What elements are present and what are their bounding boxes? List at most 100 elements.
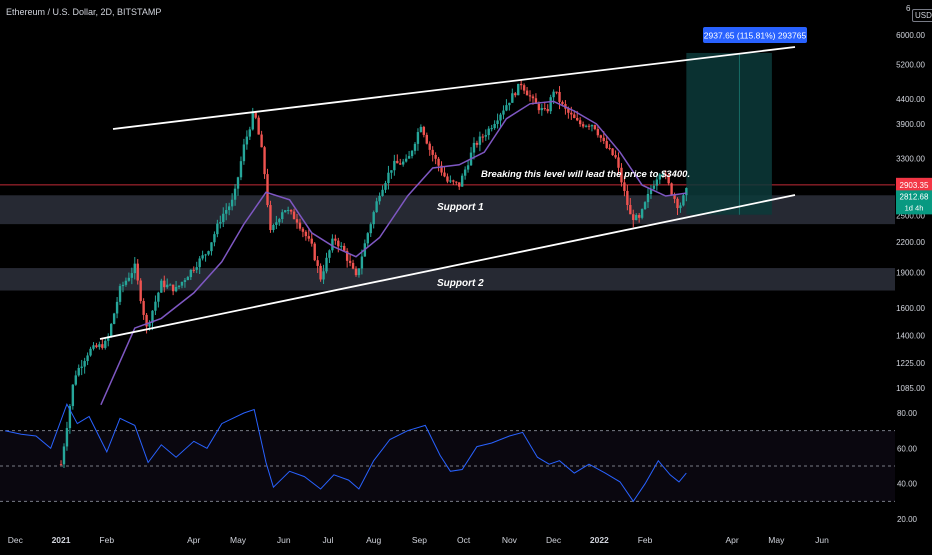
candle	[334, 234, 337, 245]
candle	[216, 219, 219, 238]
target-layer	[686, 52, 772, 215]
candle	[219, 215, 222, 229]
candle	[260, 130, 263, 148]
candle	[313, 242, 316, 262]
candle	[416, 128, 420, 151]
candle	[632, 209, 635, 228]
candle	[345, 248, 349, 268]
candle	[127, 272, 131, 282]
candle	[118, 283, 122, 306]
candle	[422, 125, 426, 138]
candle	[626, 184, 629, 211]
upper-trendline[interactable]	[112, 46, 796, 130]
candle	[198, 256, 201, 275]
candle	[168, 283, 172, 286]
candle	[484, 129, 487, 141]
candle	[204, 253, 207, 262]
candle	[449, 175, 452, 184]
rsi-tick: 60.00	[897, 444, 918, 453]
candle	[652, 180, 656, 191]
resistance-price-label: 2903.35	[900, 181, 929, 190]
candle	[629, 198, 632, 215]
currency-superscript: 6	[906, 4, 911, 13]
time-axis[interactable]	[0, 530, 895, 550]
candle	[611, 148, 614, 156]
time-tick: 2022	[590, 535, 609, 545]
candle	[163, 275, 166, 293]
price-tick: 4400.00	[896, 95, 925, 104]
candle	[112, 312, 116, 325]
rsi-tick: 80.00	[897, 409, 918, 418]
candle	[390, 170, 393, 179]
candle	[590, 124, 594, 132]
time-tick: Dec	[546, 535, 562, 545]
candle	[682, 193, 685, 207]
price-tick: 3300.00	[896, 154, 925, 163]
support2-label: Support 2	[437, 278, 484, 289]
candle	[661, 171, 664, 178]
candle	[210, 242, 213, 256]
rsi-tick: 40.00	[897, 480, 918, 489]
candle	[195, 261, 198, 274]
candle	[248, 126, 252, 141]
candle	[207, 250, 210, 256]
candle	[136, 259, 139, 285]
candle	[133, 257, 136, 280]
candle	[387, 165, 390, 190]
candle	[104, 337, 107, 350]
time-tick: Sep	[412, 535, 427, 545]
candle	[455, 181, 458, 186]
candle	[337, 237, 340, 253]
price-tick: 1400.00	[896, 331, 925, 340]
candle	[213, 231, 216, 247]
candle	[463, 166, 467, 180]
candle	[637, 213, 641, 223]
candle	[505, 99, 508, 112]
target-projection[interactable]	[686, 52, 772, 215]
candle	[74, 370, 77, 386]
candle	[109, 322, 113, 338]
candle	[490, 124, 493, 132]
candle	[428, 141, 431, 156]
candle	[670, 182, 673, 196]
candle	[443, 166, 446, 178]
candle	[499, 112, 502, 128]
time-tick: Feb	[638, 535, 653, 545]
candle	[89, 346, 92, 357]
candle	[222, 207, 225, 228]
candle	[166, 278, 169, 289]
candle	[478, 131, 482, 152]
candle	[381, 185, 384, 197]
candle	[65, 421, 69, 451]
time-tick: Jun	[815, 535, 829, 545]
candle	[664, 170, 667, 180]
candle	[77, 364, 80, 377]
price-tick: 5200.00	[896, 61, 925, 70]
candle	[584, 124, 588, 128]
price-axis[interactable]	[895, 0, 932, 550]
candle	[540, 103, 544, 116]
candle	[525, 87, 529, 96]
candle	[676, 197, 679, 216]
price-tick: 1085.00	[896, 384, 925, 393]
candle	[555, 91, 558, 95]
lower-trendline[interactable]	[99, 194, 796, 340]
candle	[431, 146, 434, 162]
candle	[201, 250, 204, 261]
candle	[62, 443, 66, 468]
time-tick: Oct	[457, 535, 471, 545]
candle	[263, 145, 266, 179]
candle	[86, 352, 89, 366]
candle	[284, 210, 287, 213]
candle	[357, 268, 361, 278]
candle	[319, 263, 322, 282]
price-tick: 1225.00	[896, 359, 925, 368]
candle	[316, 255, 319, 273]
candle	[472, 137, 476, 160]
candle	[440, 161, 443, 176]
candle	[599, 134, 603, 143]
candle	[230, 193, 234, 211]
